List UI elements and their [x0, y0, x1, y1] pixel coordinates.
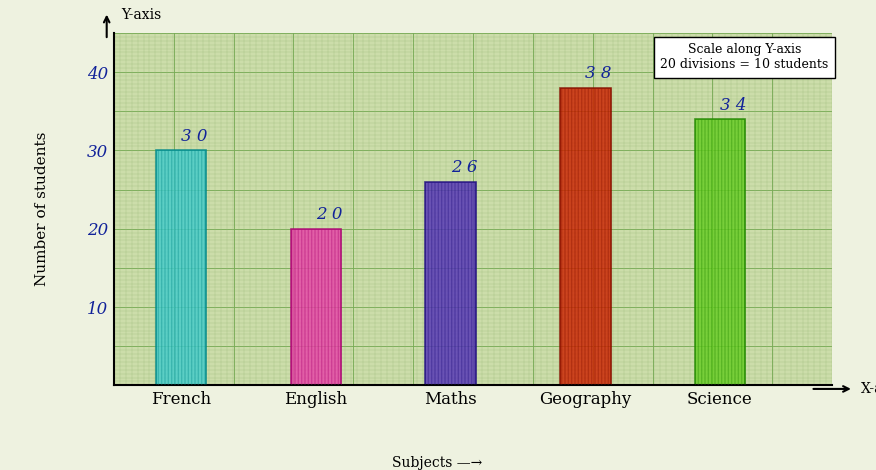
Bar: [560, 88, 611, 385]
Text: 3 8: 3 8: [585, 65, 612, 82]
Bar: [291, 229, 341, 385]
Text: 2 6: 2 6: [451, 159, 477, 176]
Text: X-axis: X-axis: [861, 382, 876, 396]
Bar: [560, 88, 611, 385]
Bar: [426, 182, 476, 385]
Text: Subjects —→: Subjects —→: [392, 456, 483, 470]
Bar: [426, 182, 476, 385]
Text: Scale along Y-axis
20 divisions = 10 students: Scale along Y-axis 20 divisions = 10 stu…: [661, 44, 829, 71]
Bar: [156, 150, 207, 385]
Text: 3 4: 3 4: [720, 96, 746, 114]
Text: 3 0: 3 0: [181, 128, 208, 145]
Bar: [291, 229, 341, 385]
Text: 2 0: 2 0: [316, 206, 343, 223]
Bar: [156, 150, 207, 385]
Bar: [695, 119, 745, 385]
Bar: [695, 119, 745, 385]
Text: Y-axis: Y-axis: [121, 8, 161, 22]
Text: Number of students: Number of students: [35, 132, 49, 286]
